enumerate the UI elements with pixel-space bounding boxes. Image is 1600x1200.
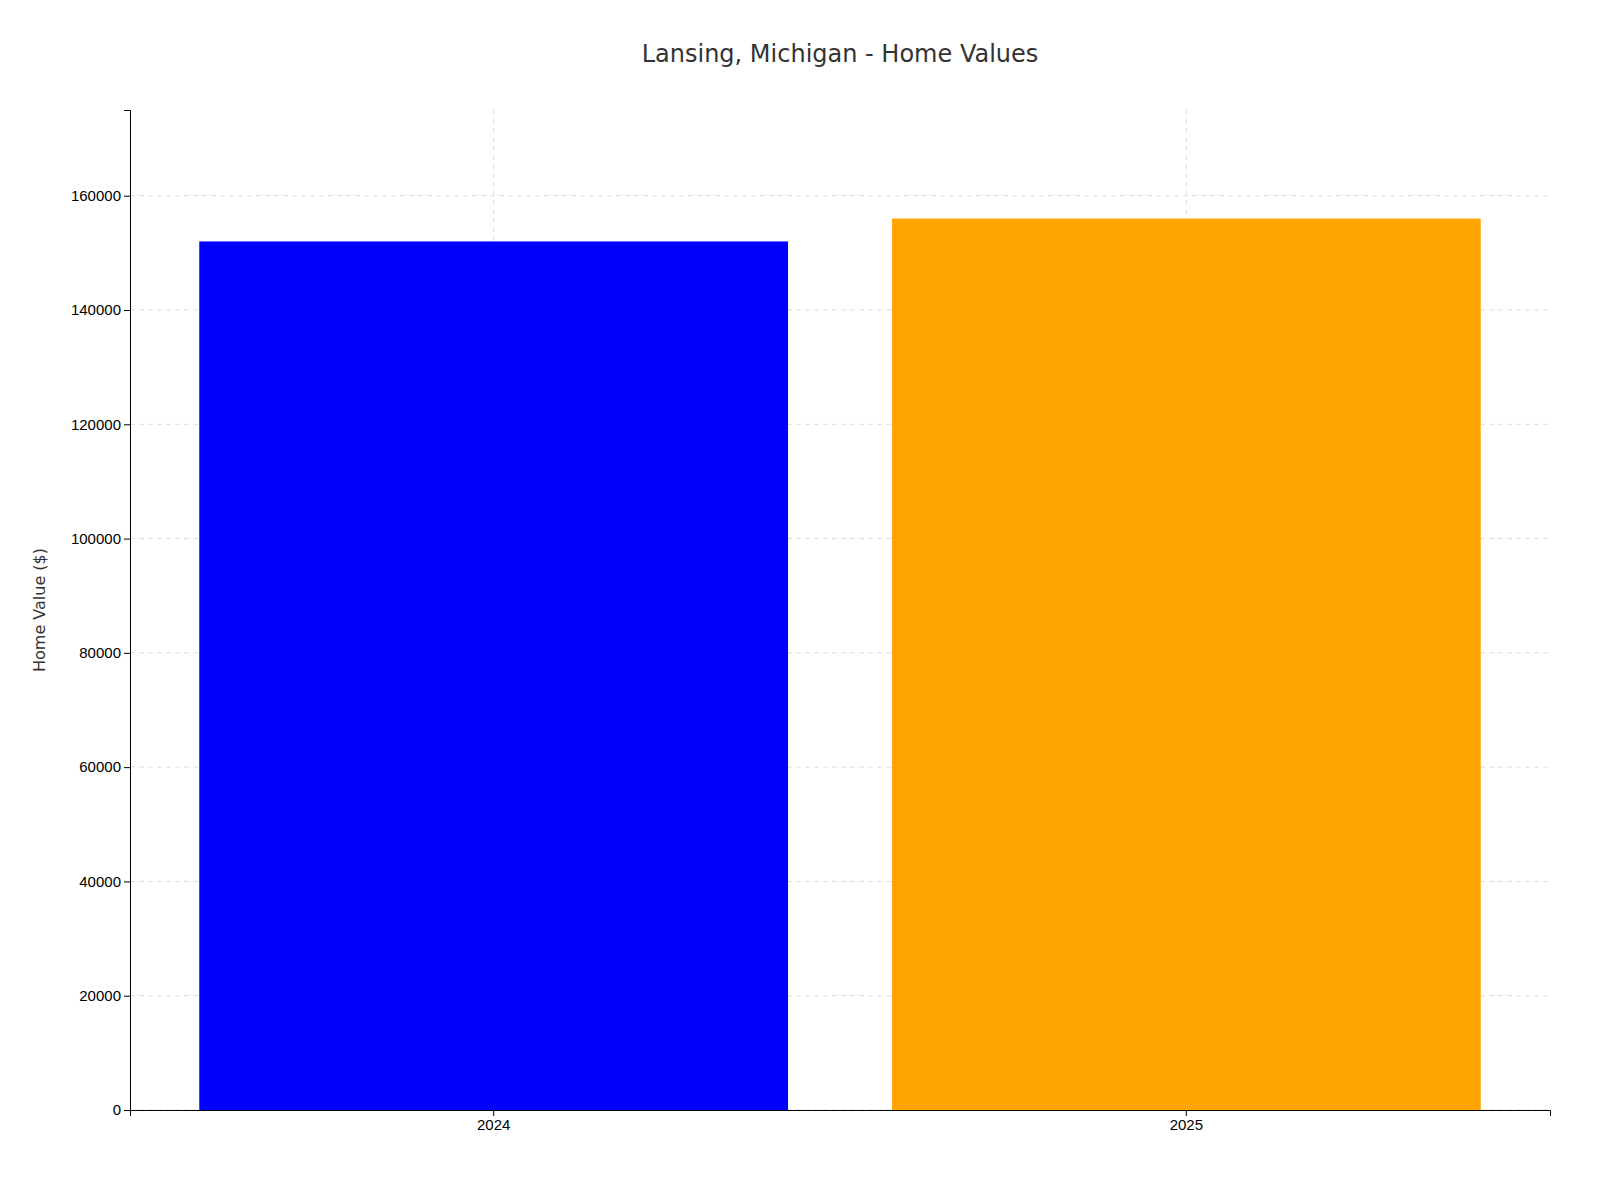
y-axis: 0 20000 40000 60000 80000 100000 120000 140000 1…	[71, 111, 131, 1119]
y-tick-mark	[124, 653, 130, 654]
y-tick-label: 20000	[79, 987, 121, 1004]
y-tick: 60000	[79, 758, 130, 775]
x-tick: 2024	[477, 1110, 510, 1133]
y-tick: 20000	[79, 987, 130, 1004]
y-tick-mark	[124, 1110, 130, 1111]
y-tick-label: 0	[113, 1101, 121, 1118]
x-tick: 2025	[1170, 1110, 1203, 1133]
x-axis: 2024 2025	[131, 1110, 1551, 1133]
bars	[199, 219, 1480, 1110]
y-tick-label: 100000	[71, 530, 121, 547]
y-tick-label: 160000	[71, 187, 121, 204]
y-tick-mark	[124, 539, 130, 540]
plot: 0 20000 40000 60000 80000 100000 120000 140000 1…	[71, 110, 1551, 1133]
y-tick-label: 120000	[71, 416, 121, 433]
y-tick-mark	[124, 424, 130, 425]
y-tick: 140000	[71, 301, 130, 318]
x-axis-line	[131, 1111, 1551, 1117]
y-tick-label: 60000	[79, 758, 121, 775]
y-tick: 160000	[71, 187, 130, 204]
y-tick: 120000	[71, 416, 130, 433]
y-tick-mark	[124, 196, 130, 197]
y-axis-line	[124, 111, 131, 1111]
y-tick: 100000	[71, 530, 130, 547]
y-axis-title: Home Value ($)	[30, 548, 49, 672]
y-tick-label: 140000	[71, 301, 121, 318]
x-tick-label: 2024	[477, 1116, 510, 1133]
chart-svg: 0 20000 40000 60000 80000 100000 120000 140000 1…	[0, 0, 1600, 1200]
y-tick-mark	[124, 996, 130, 997]
grid-line-y	[130, 195, 1550, 196]
grid	[130, 110, 1550, 1110]
bar	[892, 219, 1481, 1110]
y-tick-mark	[124, 310, 130, 311]
y-tick-label: 40000	[79, 873, 121, 890]
y-tick-mark	[124, 881, 130, 882]
y-tick: 40000	[79, 873, 130, 890]
x-tick-label: 2025	[1170, 1116, 1203, 1133]
y-tick-label: 80000	[79, 644, 121, 661]
chart-container: 0 20000 40000 60000 80000 100000 120000 140000 1…	[0, 0, 1600, 1200]
bar	[199, 241, 788, 1110]
y-tick: 0	[113, 1101, 130, 1118]
y-tick-mark	[124, 767, 130, 768]
background	[0, 0, 1600, 1200]
y-tick: 80000	[79, 644, 130, 661]
chart-title: Lansing, Michigan - Home Values	[642, 40, 1039, 68]
